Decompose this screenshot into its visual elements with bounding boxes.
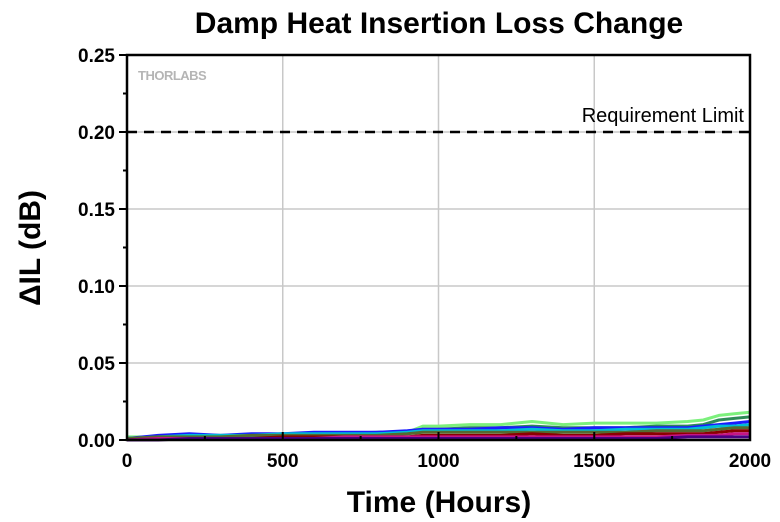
x-axis-label: Time (Hours) bbox=[347, 486, 531, 519]
x-tick-label: 2000 bbox=[729, 451, 771, 472]
x-tick-label: 1500 bbox=[573, 451, 615, 472]
y-tick-label: 0.05 bbox=[78, 354, 115, 375]
x-tick-label: 500 bbox=[267, 451, 299, 472]
x-tick-label: 1000 bbox=[417, 451, 459, 472]
thorlabs-logo: THORLABS bbox=[138, 68, 207, 83]
series-line-8 bbox=[127, 435, 750, 442]
x-axis: 0 500 1000 1500 2000 bbox=[122, 432, 771, 472]
y-tick-label: 0.10 bbox=[78, 277, 115, 298]
series-line-5 bbox=[126, 426, 750, 440]
y-axis: 0.00 0.05 0.10 0.15 0.20 0.25 bbox=[78, 46, 127, 452]
series-group bbox=[126, 410, 751, 442]
x-tick-label: 0 bbox=[122, 451, 133, 472]
requirement-limit-label: Requirement Limit bbox=[582, 105, 745, 127]
chart-title: Damp Heat Insertion Loss Change bbox=[195, 7, 683, 40]
y-tick-label: 0.20 bbox=[78, 123, 115, 144]
y-tick-label: 0.25 bbox=[78, 46, 115, 67]
y-tick-label: 0.00 bbox=[78, 431, 115, 452]
y-axis-label: ΔIL (dB) bbox=[14, 190, 47, 306]
y-tick-label: 0.15 bbox=[78, 200, 115, 221]
